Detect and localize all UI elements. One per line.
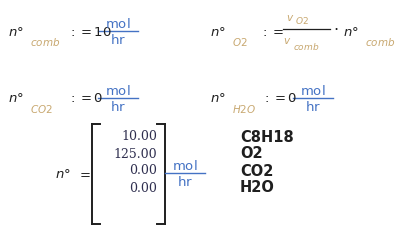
- Text: CO2: CO2: [240, 164, 273, 178]
- Text: O2: O2: [240, 147, 263, 161]
- Text: 10.00: 10.00: [121, 131, 157, 144]
- Text: $\mathrm{mol}$: $\mathrm{mol}$: [172, 159, 198, 173]
- Text: $\mathit{CO2}$: $\mathit{CO2}$: [30, 103, 53, 115]
- Text: 0.00: 0.00: [129, 182, 157, 194]
- Text: $\mathit{comb}$: $\mathit{comb}$: [293, 41, 320, 52]
- Text: $v$: $v$: [286, 13, 294, 23]
- Text: $\mathrm{mol}$: $\mathrm{mol}$: [300, 84, 326, 98]
- Text: $\mathit{O2}$: $\mathit{O2}$: [295, 16, 309, 27]
- Text: $\mathit{O2}$: $\mathit{O2}$: [232, 36, 248, 48]
- Text: 0.00: 0.00: [129, 164, 157, 177]
- Text: $n°$: $n°$: [55, 167, 71, 180]
- Text: $n°$: $n°$: [8, 25, 24, 38]
- Text: $v$: $v$: [283, 36, 291, 46]
- Text: $=$: $=$: [77, 167, 91, 180]
- Text: $\mathrm{hr}$: $\mathrm{hr}$: [305, 100, 321, 114]
- Text: $n°$: $n°$: [343, 25, 359, 38]
- Text: $\mathrm{mol}$: $\mathrm{mol}$: [105, 84, 131, 98]
- Text: $\mathrm{mol}$: $\mathrm{mol}$: [105, 17, 131, 31]
- Text: 125.00: 125.00: [113, 147, 157, 161]
- Text: $n°$: $n°$: [210, 93, 226, 106]
- Text: $\mathrm{hr}$: $\mathrm{hr}$: [110, 100, 126, 114]
- Text: $\mathrm{hr}$: $\mathrm{hr}$: [110, 33, 126, 47]
- Text: $\mathit{comb}$: $\mathit{comb}$: [365, 36, 395, 48]
- Text: $n°$: $n°$: [210, 25, 226, 38]
- Text: $:= 0$: $:= 0$: [68, 93, 103, 106]
- Text: $\mathit{comb}$: $\mathit{comb}$: [30, 36, 60, 48]
- Text: C8H18: C8H18: [240, 130, 294, 144]
- Text: H2O: H2O: [240, 180, 275, 196]
- Text: $:=$: $:=$: [260, 25, 284, 38]
- Text: $:= 0$: $:= 0$: [262, 93, 298, 106]
- Text: $:= 10$: $:= 10$: [68, 25, 112, 38]
- Text: $\cdot$: $\cdot$: [333, 21, 338, 38]
- Text: $n°$: $n°$: [8, 93, 24, 106]
- Text: $\mathrm{hr}$: $\mathrm{hr}$: [177, 175, 193, 189]
- Text: $\mathit{H2O}$: $\mathit{H2O}$: [232, 103, 256, 115]
